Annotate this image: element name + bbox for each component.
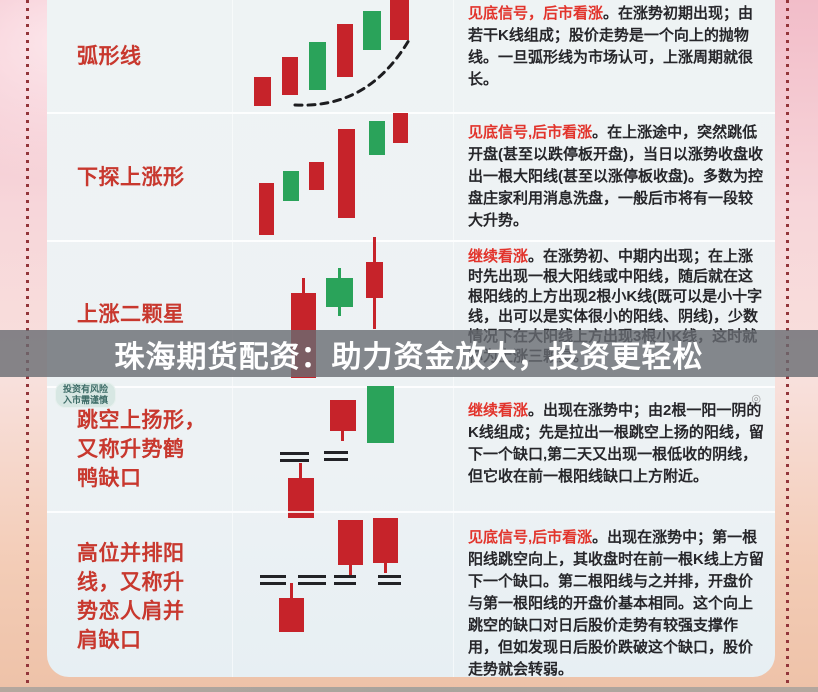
red-candle <box>338 129 355 218</box>
gap-mark-line <box>324 451 348 454</box>
pattern-label-cell: 高位并排阳 线，又称升 势恋人肩并 肩缺口 <box>47 513 232 677</box>
description-text: 。出现在涨势中；由2根一阳一阴的K线组成；先是拉出一根跳空上扬的阳线，留下一个缺… <box>468 402 764 485</box>
pattern-name: 弧形线 <box>77 44 142 68</box>
pattern-description: 见底信号，后市看涨。在涨势初期出现；由若干K线组成；股价走势是一个向上的抛物线。… <box>454 0 775 112</box>
description-text: 。出现在涨势中；第一根阳线跳空向上，其收盘时在前一根K线上方留下一个缺口。第二根… <box>468 529 764 677</box>
gap-mark-line <box>334 575 356 578</box>
table-row: 投资有风险 入市需谨慎 跳空上扬形， 又称升势鹤 鸭缺口 ◎ 继续看涨。出现在涨… <box>47 382 775 518</box>
red-candle <box>337 24 353 77</box>
pattern-label-cell: 投资有风险 入市需谨慎 跳空上扬形， 又称升势鹤 鸭缺口 <box>47 382 232 511</box>
green-candle <box>283 171 299 201</box>
signal-text: 继续看涨 <box>468 402 529 419</box>
signal-text: 继续看涨 <box>468 248 529 265</box>
red-candle <box>373 518 398 563</box>
green-candle <box>326 278 353 307</box>
green-candle <box>367 386 394 443</box>
pattern-name: 上涨二颗星 <box>77 302 185 326</box>
candlestick-diagram <box>232 113 454 240</box>
gap-mark-line <box>378 575 401 578</box>
candlestick-diagram <box>232 386 454 518</box>
signal-text: 见底信号,后市看涨 <box>468 529 593 546</box>
gap-mark-line <box>260 575 286 578</box>
pattern-description: 见底信号,后市看涨。出现在涨势中；第一根阳线跳空向上，其收盘时在前一根K线上方留… <box>454 513 775 677</box>
candle-wick <box>373 298 376 329</box>
watermark-text: 珠海期货配资：助力资金放大，投资更轻松 <box>114 340 704 374</box>
red-candle <box>279 598 304 632</box>
candle-wick <box>349 565 352 575</box>
red-candle <box>338 520 363 565</box>
candle-wick <box>338 268 341 278</box>
candle-wick <box>384 563 387 573</box>
red-candle <box>309 162 324 190</box>
pattern-name: 跳空上扬形， 又称升势鹤 鸭缺口 <box>77 409 206 490</box>
red-candle <box>390 0 409 40</box>
red-candle <box>330 400 356 431</box>
pattern-description: ◎ 继续看涨。出现在涨势中；由2根一阳一阴的K线组成；先是拉出一根跳空上扬的阳线… <box>454 388 775 511</box>
candle-wick <box>338 307 341 316</box>
risk-disclaimer-badge: 投资有风险 入市需谨慎 <box>55 382 117 408</box>
gap-mark-line <box>324 458 348 461</box>
signal-text: 见底信号，后市看涨 <box>468 5 604 22</box>
decoration-icon: ◎ <box>751 393 761 405</box>
candle-wick <box>341 431 344 441</box>
green-candle <box>363 11 381 50</box>
gap-mark-line <box>280 459 309 462</box>
pattern-label-cell: 上涨二颗星 <box>47 242 232 386</box>
green-candle <box>309 42 326 90</box>
candlestick-diagram <box>232 513 454 677</box>
pattern-label-cell: 弧形线 <box>47 0 232 112</box>
signal-text: 见底信号,后市看涨 <box>468 124 593 141</box>
pattern-description: 见底信号,后市看涨。在上涨途中，突然跳低开盘(甚至以跌停板开盘)，当日以涨势收盘… <box>454 114 775 240</box>
pattern-label-cell: 下探上涨形 <box>47 114 232 240</box>
gap-mark-line <box>280 452 309 455</box>
red-candle <box>282 57 298 95</box>
table-row: 高位并排阳 线，又称升 势恋人肩并 肩缺口 见底信号,后市看涨。出现在涨势中；第… <box>47 511 775 677</box>
red-candle <box>259 183 274 235</box>
gap-mark-line <box>260 582 286 585</box>
description-text: 。在涨势初期出现；由若干K线组成；股价走势是一个向上的抛物线。一旦弧形线为市场认… <box>468 5 754 88</box>
gap-mark-line <box>334 582 356 585</box>
gap-mark-line <box>298 575 326 578</box>
red-candle <box>254 77 271 106</box>
candle-wick <box>290 583 293 598</box>
pattern-name: 下探上涨形 <box>77 165 185 189</box>
table-row: 弧形线 见底信号，后市看涨。在涨势初期出现；由若干K线组成；股价走势是一个向上的… <box>47 0 775 112</box>
red-candle <box>393 113 408 143</box>
gap-mark-line <box>298 582 326 585</box>
candle-wick <box>373 237 376 262</box>
candle-wick <box>299 463 302 478</box>
bottom-edge-strip <box>0 687 818 692</box>
description-text: 。在上涨途中，突然跳低开盘(甚至以跌停板开盘)，当日以涨势收盘收出一根大阳线(甚… <box>468 124 763 229</box>
table-row: 下探上涨形 见底信号,后市看涨。在上涨途中，突然跳低开盘(甚至以跌停板开盘)，当… <box>47 112 775 240</box>
red-candle <box>366 262 383 298</box>
candle-wick <box>302 278 305 293</box>
pattern-name: 高位并排阳 线，又称升 势恋人肩并 肩缺口 <box>77 542 185 652</box>
green-candle <box>369 121 385 155</box>
gap-mark-line <box>378 582 401 585</box>
watermark-band: 珠海期货配资：助力资金放大，投资更轻松 <box>0 330 818 377</box>
candlestick-diagram <box>232 0 454 112</box>
